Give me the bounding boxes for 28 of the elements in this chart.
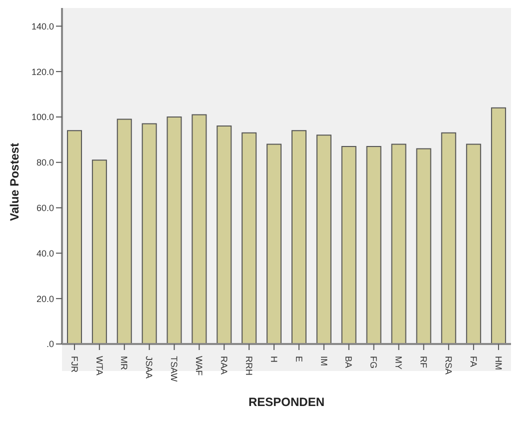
x-tick-label: WAF	[194, 356, 204, 376]
x-tick-label: H	[268, 356, 279, 362]
x-tick-label: E	[294, 356, 304, 362]
x-tick-label: RF	[418, 356, 429, 368]
y-tick-label: 20.0	[36, 294, 54, 304]
x-tick-label: BA	[344, 356, 354, 368]
y-axis-title: Value Postest	[7, 142, 22, 221]
y-tick-label: 40.0	[36, 248, 54, 258]
x-tick-label: FJR	[69, 356, 80, 373]
x-tick-label: TSAW	[169, 356, 180, 382]
x-tick-label: RAA	[218, 356, 229, 375]
x-axis-title: RESPONDEN	[248, 395, 325, 409]
y-tick-label: 60.0	[36, 202, 54, 213]
y-tick-label: 80.0	[36, 158, 54, 168]
x-tick-label: RRH	[244, 356, 254, 376]
x-tick-label: MY	[394, 356, 404, 370]
x-tick-label: JSAA	[144, 356, 154, 379]
x-tick-label: FG	[368, 356, 379, 368]
y-tick-label: 100.0	[31, 112, 54, 122]
y-tick-label: 140.0	[31, 21, 54, 32]
x-tick-label: MR	[119, 356, 130, 370]
x-tick-label: HM	[493, 356, 504, 370]
x-tick-label: FA	[468, 356, 478, 368]
y-tick-label: .0	[46, 339, 54, 350]
x-tick-label: IM	[318, 356, 329, 366]
y-tick-label: 120.0	[31, 66, 54, 77]
x-tick-label: RSA	[443, 356, 454, 375]
x-tick-label: WTA	[94, 356, 104, 376]
